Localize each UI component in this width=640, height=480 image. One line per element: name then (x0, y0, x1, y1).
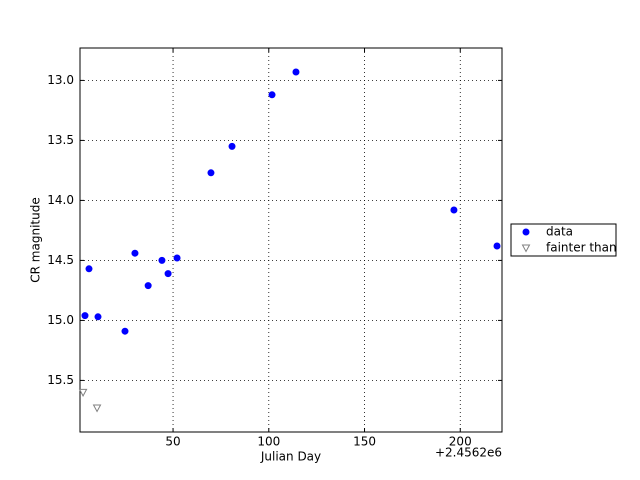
legend-marker (521, 244, 531, 253)
point (173, 254, 181, 262)
x-tick-label: 150 (353, 435, 376, 449)
point (131, 249, 139, 257)
y-tick-label: 13.5 (47, 133, 74, 147)
y-tick-label: 14.5 (47, 253, 74, 267)
point (450, 206, 458, 214)
point (85, 265, 93, 273)
point (292, 68, 300, 76)
point (493, 242, 501, 250)
x-axis-label: Julian Day (260, 450, 321, 464)
point (144, 282, 152, 290)
y-tick-label: 15.0 (47, 313, 74, 327)
legend-label: fainter than (546, 241, 617, 255)
y-axis-label: CR magnitude (29, 197, 43, 282)
point (207, 169, 215, 177)
x-tick-label: 100 (257, 435, 280, 449)
legend-marker (522, 228, 530, 236)
point (228, 142, 236, 150)
plot-frame (79, 47, 503, 433)
point (78, 388, 88, 397)
y-tick-label: 13.0 (47, 73, 74, 87)
x-tick-label: 200 (449, 435, 472, 449)
point (164, 270, 172, 278)
point (94, 313, 102, 321)
point (81, 312, 89, 320)
y-tick-label: 15.5 (47, 373, 74, 387)
point (121, 327, 129, 335)
point (158, 256, 166, 264)
x-offset-label: +2.4562e6 (435, 446, 502, 460)
point (268, 91, 276, 99)
x-tick-label: 50 (165, 435, 180, 449)
y-tick-label: 14.0 (47, 193, 74, 207)
legend-box (510, 223, 617, 257)
point (92, 404, 102, 413)
legend-label: data (546, 225, 573, 239)
